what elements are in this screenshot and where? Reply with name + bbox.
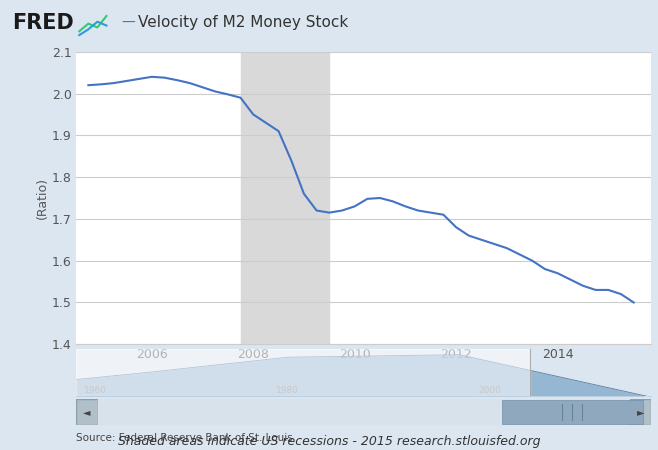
Text: —: — [122, 16, 136, 30]
Y-axis label: (Ratio): (Ratio) [36, 177, 49, 219]
Text: ◄: ◄ [83, 407, 90, 417]
Text: 2000: 2000 [478, 386, 501, 395]
Text: Shaded areas indicate US recessions - 2015 research.stlouisfed.org: Shaded areas indicate US recessions - 20… [118, 435, 540, 448]
Bar [76, 349, 530, 396]
FancyBboxPatch shape [76, 399, 97, 425]
FancyBboxPatch shape [502, 400, 643, 424]
Text: FRED: FRED [12, 13, 74, 33]
Text: 1960: 1960 [84, 386, 107, 395]
Bar [241, 52, 329, 344]
Text: Source: Federal Reserve Bank of St. Louis: Source: Federal Reserve Bank of St. Loui… [76, 433, 292, 443]
Text: Velocity of M2 Money Stock: Velocity of M2 Money Stock [138, 15, 349, 30]
Text: ►: ► [637, 407, 644, 417]
FancyBboxPatch shape [630, 399, 651, 425]
FancyBboxPatch shape [97, 399, 630, 425]
Text: 1980: 1980 [276, 386, 299, 395]
